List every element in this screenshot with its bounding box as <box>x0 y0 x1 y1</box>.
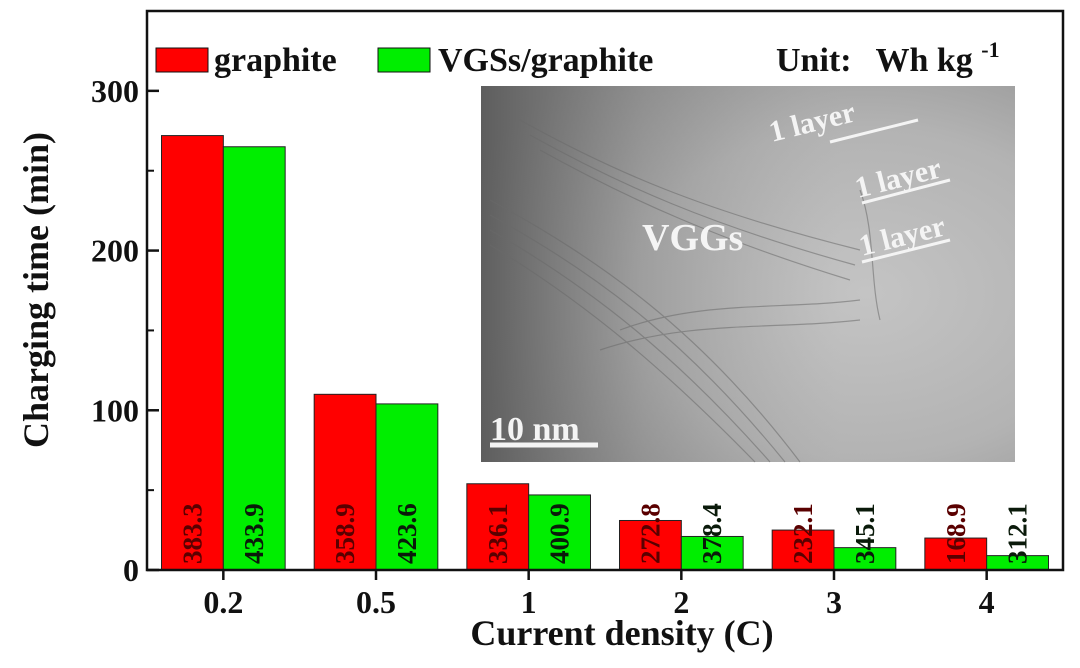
layer-marker-2 <box>861 178 951 205</box>
y-tick-label: 300 <box>91 73 139 109</box>
layer-marker-3 <box>861 238 951 264</box>
plot-frame <box>145 9 1065 572</box>
bar-label-vgss-graphite-0_5: 423.6 <box>392 503 422 564</box>
unit-exponent: -1 <box>981 37 999 62</box>
bars: 383.3 433.9 358.9 423.6 336.1 400.9 272.8 378.4… <box>161 135 1049 571</box>
bar-graphite-2 <box>619 519 682 571</box>
bar-label-vgss-graphite-2: 378.4 <box>697 503 727 564</box>
bar-label-graphite-1: 336.1 <box>483 503 513 564</box>
bar-label-graphite-3: 232.1 <box>788 503 818 564</box>
y-tick-label: 0 <box>123 552 139 588</box>
bar-vgss-graphite-0_2 <box>222 146 286 571</box>
bar-graphite-0_5 <box>313 393 377 571</box>
x-axis: 0.2 0.5 1 2 3 4 <box>203 570 995 620</box>
y-axis-label: Charging time (min) <box>16 132 56 448</box>
layer-marker-1 <box>829 118 919 144</box>
y-tick-label: 200 <box>91 233 139 269</box>
legend-label-vgss: VGSs/graphite <box>438 42 653 79</box>
legend-swatch-graphite <box>155 47 209 73</box>
x-tick-label: 2 <box>673 584 689 620</box>
tem-inset: 1 layer 1 layer 1 layer VGGs 10 nm <box>481 86 1015 463</box>
y-axis: 0 100 200 300 <box>91 73 159 588</box>
inset-main-label: VGGs <box>642 217 743 259</box>
bar-label-vgss-graphite-4: 312.1 <box>1003 503 1033 564</box>
tem-dark-region <box>481 86 841 462</box>
bar-label-graphite-4: 168.9 <box>941 503 971 564</box>
legend-swatch-vgss <box>377 47 431 73</box>
x-tick-label: 4 <box>979 584 995 620</box>
x-axis-label: Current density (C) <box>470 613 773 653</box>
bar-graphite-1 <box>466 483 530 571</box>
tem-lattice-fringes <box>489 119 881 463</box>
bar-label-graphite-2: 272.8 <box>635 503 665 564</box>
unit-prefix: Unit: <box>776 42 852 79</box>
x-tick-label: 3 <box>826 584 842 620</box>
bar-graphite-0_2 <box>161 135 224 571</box>
x-tick-label: 0.2 <box>203 584 243 620</box>
unit-value: Wh kg <box>875 42 972 79</box>
bar-label-vgss-graphite-0_2: 433.9 <box>239 503 269 564</box>
y-tick-label: 100 <box>91 392 139 428</box>
bar-label-graphite-0_5: 358.9 <box>330 503 360 564</box>
bar-vgss-graphite-2 <box>680 535 744 571</box>
scale-bar-label: 10 nm <box>490 411 580 448</box>
legend: graphite VGSs/graphite Unit: Wh kg -1 <box>155 37 1000 79</box>
x-tick-label: 0.5 <box>356 584 396 620</box>
bar-vgss-graphite-0_5 <box>375 403 439 571</box>
bar-label-vgss-graphite-1: 400.9 <box>545 503 575 564</box>
x-tick-label: 1 <box>521 584 537 620</box>
bar-label-graphite-0_2: 383.3 <box>177 503 207 564</box>
bar-vgss-graphite-1 <box>528 494 591 571</box>
unit-note: Unit: Wh kg -1 <box>776 37 1000 79</box>
legend-label-graphite: graphite <box>214 42 337 79</box>
bar-label-vgss-graphite-3: 345.1 <box>850 503 880 564</box>
bar-graphite-4 <box>924 537 988 571</box>
